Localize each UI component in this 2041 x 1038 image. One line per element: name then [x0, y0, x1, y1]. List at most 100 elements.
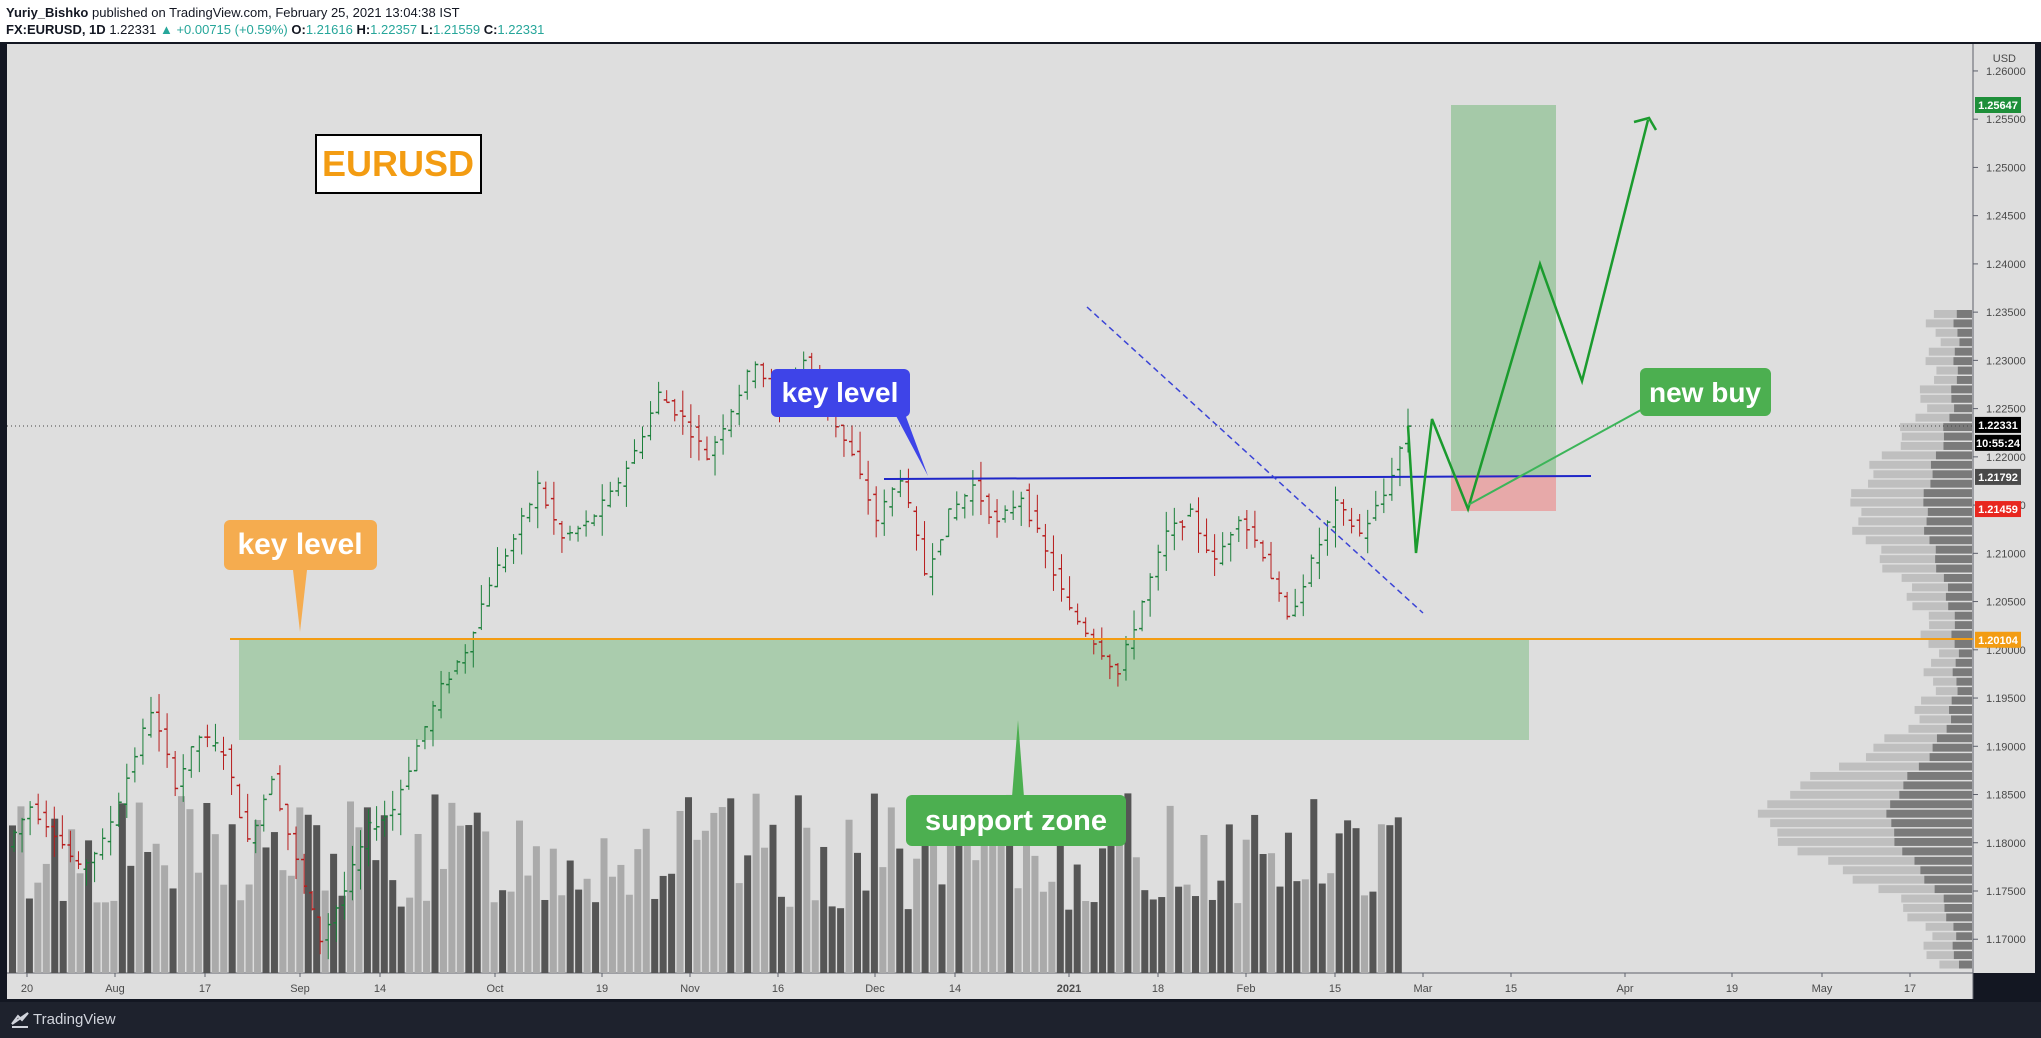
profile-bar-dark — [1924, 526, 1972, 535]
volume-bar — [203, 802, 211, 973]
candle — [365, 809, 372, 867]
publish-date: published on TradingView.com, February 2… — [92, 5, 460, 20]
profile-bar-light — [1882, 564, 1937, 573]
candle — [720, 414, 727, 455]
profile-bar-light — [1851, 489, 1924, 498]
volume-bar — [862, 890, 870, 973]
candle — [446, 671, 453, 694]
candle — [1074, 603, 1081, 625]
price-tick-13: 1.19500 — [1986, 693, 2026, 705]
time-tick-16: 15 — [1505, 983, 1517, 995]
price-tick-16: 1.18000 — [1986, 838, 2026, 850]
volume-bar — [566, 860, 574, 973]
candle — [542, 481, 549, 509]
profile-bar-dark — [1958, 649, 1972, 658]
volume-bar — [423, 900, 431, 973]
candle — [317, 916, 324, 955]
price-label-box-1 — [1975, 416, 2021, 433]
volume-bar — [549, 848, 557, 973]
candle — [252, 819, 259, 854]
volume-bar — [1099, 848, 1107, 973]
time-tick-19: May — [1812, 983, 1833, 995]
profile-bar-dark — [1894, 838, 1972, 846]
candle — [51, 806, 58, 857]
support-zone-callout[interactable]: support zone — [906, 720, 1126, 846]
candle — [679, 390, 686, 435]
candle — [301, 853, 308, 894]
profile-bar-light — [1873, 743, 1933, 752]
candle — [91, 851, 98, 883]
candle — [1372, 490, 1379, 521]
profile-bar-dark — [1959, 338, 1972, 347]
profile-bar-light — [1777, 828, 1895, 837]
tradingview-logo-icon[interactable] — [10, 1010, 30, 1030]
candle — [575, 525, 582, 542]
tradingview-brand[interactable]: TradingView — [33, 1011, 116, 1028]
candle — [1082, 617, 1089, 637]
profile-bar-dark — [1923, 498, 1972, 507]
candle — [849, 425, 856, 457]
profile-bar-dark — [1930, 460, 1972, 469]
candle — [115, 792, 122, 828]
price-chart[interactable]: EURUSD key level key level support zone … — [0, 42, 2041, 1002]
candle — [687, 404, 694, 458]
candle — [736, 384, 743, 426]
candle — [19, 817, 26, 853]
symbol[interactable]: FX:EURUSD, 1D — [6, 22, 106, 37]
profile-bar-light — [1912, 602, 1949, 611]
price-tick-18: 1.17000 — [1986, 934, 2026, 946]
volume-bar — [1301, 879, 1309, 973]
candle — [1122, 635, 1129, 681]
volume-bar — [1234, 903, 1242, 973]
volume-bar — [854, 852, 861, 973]
orange-key-level-callout[interactable]: key level — [224, 520, 377, 632]
candle — [881, 489, 888, 536]
volume-bar — [1335, 833, 1343, 973]
time-axis[interactable] — [7, 973, 1973, 999]
volume-bar — [1175, 886, 1183, 973]
blue-key-level-line[interactable] — [883, 475, 1592, 480]
candle — [470, 631, 477, 668]
projection-path[interactable] — [1406, 119, 1650, 554]
volume-bar — [642, 828, 650, 973]
candle — [35, 793, 42, 825]
price-tick-3: 1.24500 — [1986, 211, 2026, 223]
new-buy-callout[interactable]: new buy — [1640, 368, 1771, 416]
time-tick-8: 16 — [772, 983, 784, 995]
candle — [550, 481, 557, 535]
candle — [1340, 499, 1347, 526]
profile-bar-light — [1933, 677, 1957, 686]
volume-bar — [321, 890, 329, 973]
currency-label: USD — [1993, 53, 2016, 65]
volume-bar — [938, 884, 946, 973]
target-zone[interactable] — [1451, 105, 1556, 475]
candle — [1203, 518, 1210, 554]
candle — [1018, 491, 1025, 526]
support-zone-box[interactable] — [239, 640, 1529, 740]
candle — [623, 460, 630, 507]
volume-bar — [1141, 890, 1149, 973]
profile-bar-dark — [1946, 724, 1972, 733]
volume-bar — [1166, 805, 1174, 973]
candle — [107, 805, 114, 856]
blue-key-level-callout[interactable]: key level — [771, 369, 928, 476]
profile-bar-light — [1920, 394, 1952, 403]
author[interactable]: Yuriy_Bishko — [6, 5, 89, 20]
chart-header: Yuriy_Bishko published on TradingView.co… — [0, 0, 2041, 42]
volume-bar — [42, 863, 50, 973]
volume-bar — [372, 860, 380, 973]
profile-bar-light — [1800, 781, 1904, 790]
profile-bar-dark — [1944, 904, 1972, 912]
open-label: O: — [291, 22, 306, 37]
candle — [1316, 527, 1323, 580]
volume-bar — [9, 825, 16, 973]
volume-bar — [85, 840, 93, 973]
profile-bar-dark — [1953, 922, 1972, 931]
downtrend-line[interactable] — [1086, 306, 1424, 614]
volume-bar — [1183, 884, 1191, 973]
candle — [526, 502, 533, 523]
volume-bar — [913, 858, 921, 973]
volume-bar — [1039, 891, 1047, 973]
title-box[interactable]: EURUSD — [315, 134, 482, 194]
volume-bar — [389, 880, 397, 973]
